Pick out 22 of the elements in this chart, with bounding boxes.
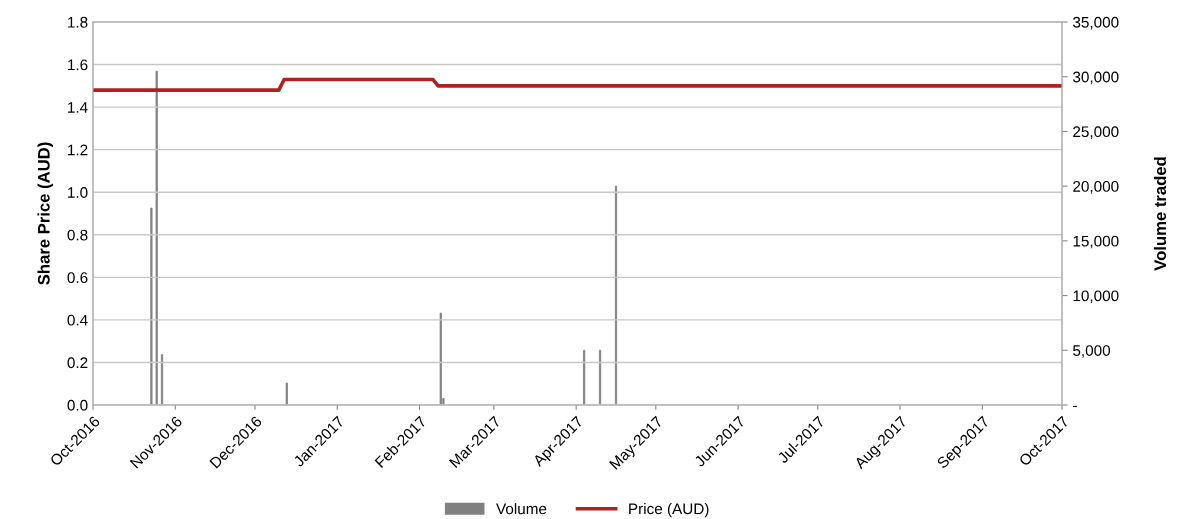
y-tick-label: 0.0 (67, 399, 88, 411)
y-tick-label: 0.2 (67, 357, 88, 369)
y2-tick-label: 5,000 (1073, 345, 1111, 358)
y-tick-label: 0.6 (67, 272, 88, 284)
y-tick-label: 1.4 (68, 102, 88, 113)
y2-tick-label: 10,000 (1073, 290, 1119, 304)
y-tick-label: 1.2 (68, 144, 88, 156)
y-tick-label: 0.4 (67, 314, 88, 326)
y-tick-label: 0.8 (67, 229, 88, 241)
y2-tick-label: 35,000 (1073, 16, 1119, 30)
y2-tick-label: 15,000 (1073, 235, 1119, 249)
y-tick-label: 1.6 (68, 59, 88, 71)
y2-tick-label: 25,000 (1073, 126, 1119, 139)
y2-axis-title: Volume traded (1153, 157, 1167, 271)
legend-label: Volume (496, 503, 547, 515)
y2-tick-label: - (1073, 405, 1077, 408)
y-tick-label: 1.0 (68, 187, 88, 198)
y2-tick-label: 20,000 (1073, 181, 1119, 194)
legend-label: Price (AUD) (629, 503, 709, 518)
y2-tick-label: 30,000 (1073, 71, 1119, 85)
y-tick-label: 1.8 (68, 16, 88, 28)
y-axis-title: Share Price (AUD) (37, 142, 54, 285)
